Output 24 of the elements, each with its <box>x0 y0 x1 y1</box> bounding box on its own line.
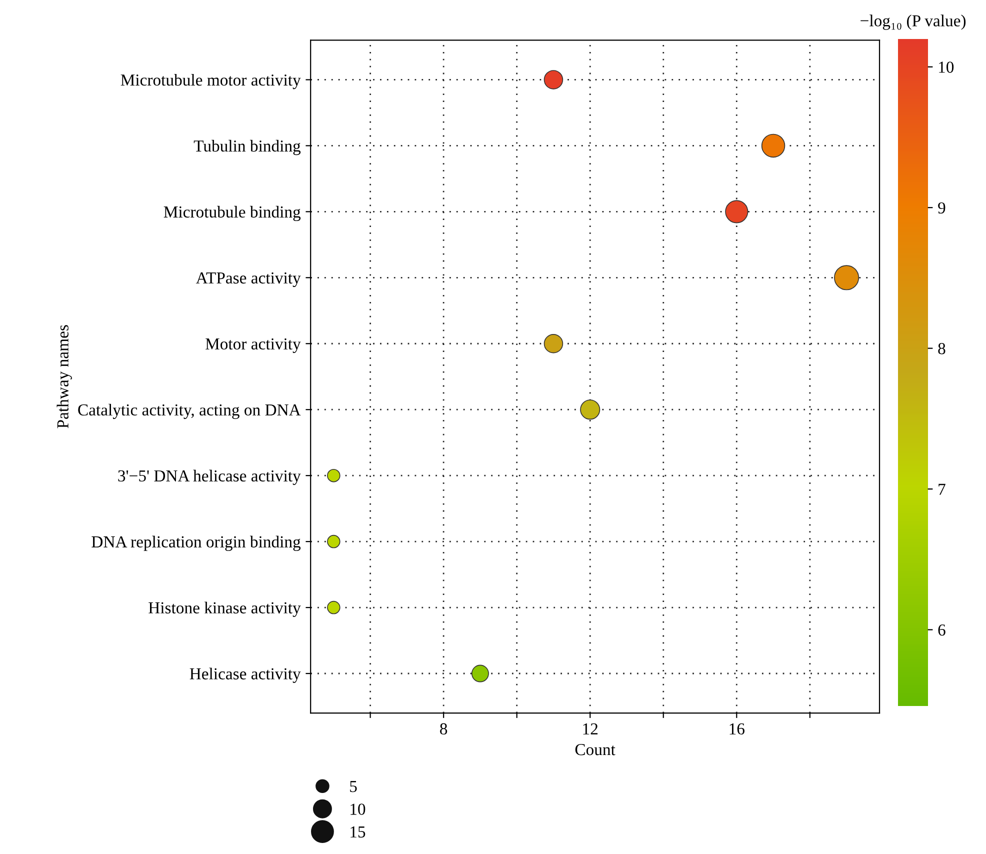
legend-label: 15 <box>350 826 366 838</box>
x-axis-title: Count <box>575 744 616 756</box>
legend-label: 5 <box>350 781 357 792</box>
y-tick-label: 3'−5' DNA helicase activity <box>118 470 301 485</box>
y-tick-label: Helicase activity <box>190 668 301 683</box>
y-tick-label: Motor activity <box>206 338 301 353</box>
color-bar-label: 7 <box>938 484 946 495</box>
y-tick-label: Histone kinase activity <box>148 602 301 617</box>
color-bar-label: 6 <box>938 624 946 636</box>
y-tick-label: Tubulin binding <box>194 140 301 156</box>
y-tick-label: Microtubule binding <box>164 206 301 222</box>
color-bar-label: 9 <box>938 202 946 214</box>
legend-label: 10 <box>350 804 366 815</box>
color-bar-label: 10 <box>939 62 954 73</box>
y-tick-label: ATPase activity <box>196 272 301 288</box>
color-bar-label: 8 <box>938 342 946 354</box>
x-tick-label: 8 <box>440 723 448 735</box>
x-tick-label: 16 <box>730 723 744 735</box>
y-tick-label: Catalytic activity, acting on DNA <box>78 404 301 419</box>
x-tick-label: 12 <box>583 723 598 734</box>
y-axis-title: Pathway names <box>56 325 72 428</box>
y-tick-label: Microtubule motor activity <box>120 74 301 90</box>
color-bar-title: −log₁₀ (P value) <box>860 14 966 30</box>
y-tick-label: DNA replication origin binding <box>92 536 301 551</box>
